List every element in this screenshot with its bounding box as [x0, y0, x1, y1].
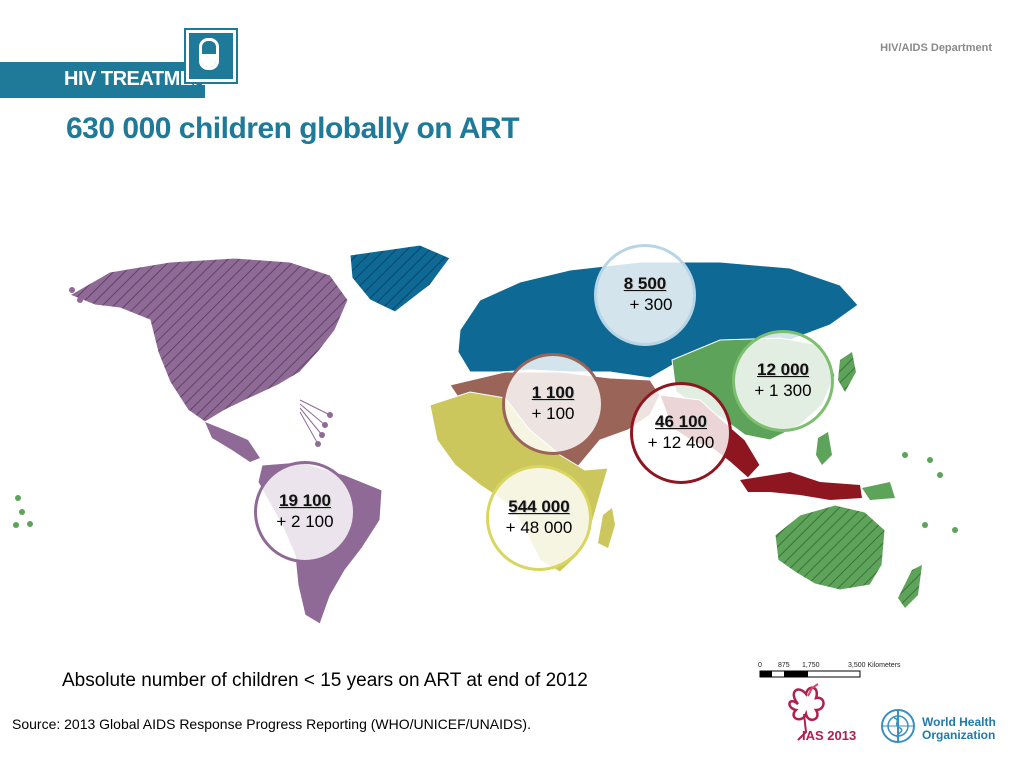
region-change: + 12 400: [647, 433, 715, 452]
department-label: HIV/AIDS Department: [880, 42, 992, 54]
map-caption: Absolute number of children < 15 years o…: [62, 670, 588, 691]
ias-2013-logo: IAS 2013: [788, 683, 856, 743]
region-bubble-europe: 8 500 + 300: [594, 244, 696, 346]
region-change: + 2 100: [276, 512, 334, 531]
scale-tick: 3,500 Kilometers: [848, 662, 901, 669]
region-total: 19 100: [279, 491, 331, 510]
region-total: 46 100: [655, 412, 707, 431]
region-central-america: [205, 422, 260, 462]
region-change: + 300: [629, 295, 673, 314]
who-name: World Health Organization: [922, 716, 996, 742]
region-greenland: [349, 244, 451, 313]
who-name-line2: Organization: [922, 728, 996, 742]
region-total: 544 000: [508, 497, 570, 516]
region-madagascar: [598, 508, 615, 548]
scale-tick: 1,750: [802, 662, 820, 669]
region-new-zealand: [898, 565, 922, 608]
source-note: Source: 2013 Global AIDS Response Progre…: [12, 716, 531, 732]
region-change: + 48 000: [505, 518, 573, 537]
header-banner: [0, 62, 205, 98]
scale-tick: 0: [758, 662, 762, 669]
region-total: 8 500: [623, 274, 667, 293]
scale-tick: 875: [778, 662, 790, 669]
world-map: [13, 244, 958, 625]
region-total: 1 100: [531, 383, 575, 402]
ias-text: IAS 2013: [802, 728, 856, 743]
scale-bar: 0 875 1,750 3,500 Kilometers: [758, 662, 901, 678]
region-philippines: [816, 432, 832, 465]
who-name-line1: World Health: [922, 715, 996, 729]
region-png: [862, 482, 895, 500]
banner-label: HIV TREATMENT: [64, 68, 219, 90]
region-bubble-eastern-mediterranean: 1 100 + 100: [502, 353, 604, 455]
region-australia: [774, 504, 886, 591]
region-change: + 1 300: [754, 381, 812, 400]
region-bubble-south-east-asia: 46 100 + 12 400: [630, 382, 732, 484]
who-emblem: [881, 709, 915, 743]
region-total: 12 000: [757, 360, 809, 379]
region-bubble-americas: 19 100 + 2 100: [254, 461, 356, 563]
region-change: + 100: [531, 404, 575, 423]
pill-icon: [199, 38, 219, 70]
region-japan: [838, 352, 856, 392]
region-bubble-western-pacific: 12 000 + 1 300: [732, 330, 834, 432]
region-north-america: [68, 257, 349, 423]
region-bubble-africa: 544 000 + 48 000: [486, 465, 592, 571]
page-title: 630 000 children globally on ART: [66, 112, 520, 145]
region-indonesia: [740, 472, 862, 500]
